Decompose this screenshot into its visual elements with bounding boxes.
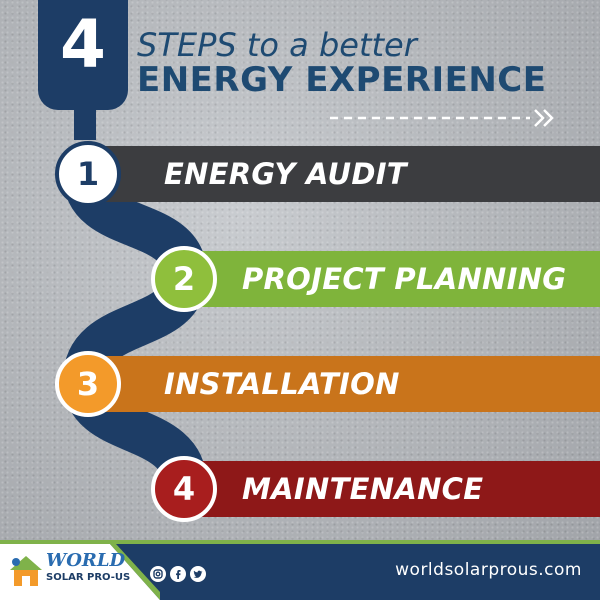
step-3-label: INSTALLATION	[164, 367, 400, 401]
step-1-label: ENERGY AUDIT	[164, 157, 407, 191]
logo-title: WORLD	[46, 550, 126, 571]
logo-background	[0, 544, 160, 600]
step-3-bar	[100, 356, 600, 412]
solar-house-logo-icon	[10, 556, 42, 586]
logo-subtitle: SOLAR PRO-US	[46, 572, 131, 583]
twitter-icon[interactable]	[190, 566, 206, 582]
title-line-1: STEPS to a better	[137, 26, 417, 64]
instagram-icon[interactable]	[150, 566, 166, 582]
step-4-bar	[200, 461, 600, 517]
website-link[interactable]: worldsolarprous.com	[395, 560, 582, 580]
step-1-bar	[100, 146, 600, 202]
steps-count: 4	[60, 6, 106, 83]
step-1-number: 1	[55, 141, 121, 207]
step-2-number: 2	[151, 246, 217, 312]
facebook-icon[interactable]	[170, 566, 186, 582]
page-title: ENERGY EXPERIENCE	[137, 60, 547, 100]
step-3-number: 3	[55, 351, 121, 417]
step-4-number: 4	[151, 456, 217, 522]
footer-stripe	[0, 540, 600, 544]
step-2-label: PROJECT PLANNING	[242, 262, 567, 296]
dashed-arrow-icon	[330, 109, 554, 127]
step-4-label: MAINTENANCE	[242, 472, 484, 506]
step-2-bar	[200, 251, 600, 307]
